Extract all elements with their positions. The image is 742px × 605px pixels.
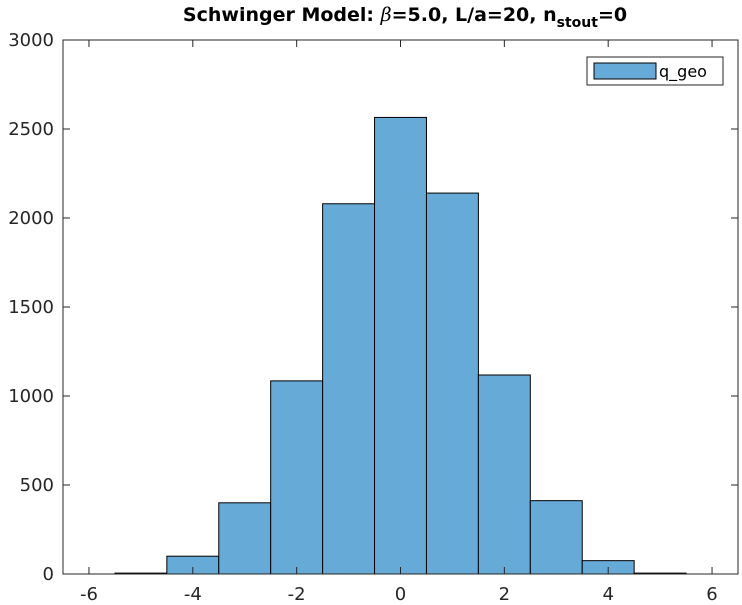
y-tick-label: 3000 [8, 30, 54, 51]
x-tick-label: 0 [395, 584, 406, 605]
histogram-bar [218, 502, 272, 575]
title-beta-symbol: β [380, 4, 392, 26]
legend: q_geo [586, 56, 724, 86]
y-tick-label: 1000 [8, 386, 54, 407]
x-tick-label: 6 [706, 584, 717, 605]
histogram-bar [529, 500, 583, 575]
title-beta-value: =5.0, L/a=20, n [392, 4, 557, 26]
histogram-bar [425, 192, 479, 575]
chart-title: Schwinger Model: β=5.0, L/a=20, nstout=0 [183, 4, 627, 31]
y-tick-label: 500 [20, 475, 54, 496]
y-tick-label: 0 [43, 564, 54, 585]
x-tick-label: -6 [80, 584, 98, 605]
y-tick-label: 2000 [8, 208, 54, 229]
x-tick-label: 2 [499, 584, 510, 605]
y-tick-label: 1500 [8, 297, 54, 318]
title-suffix: =0 [598, 4, 627, 26]
legend-swatch [593, 62, 657, 80]
x-tick-label: -4 [184, 584, 202, 605]
histogram-bar [322, 203, 376, 575]
histogram-bar [270, 380, 324, 575]
title-subscript: stout [557, 15, 599, 31]
legend-entry-label: q_geo [659, 62, 707, 82]
x-tick-label: -2 [288, 584, 306, 605]
title-prefix: Schwinger Model: [183, 4, 381, 26]
y-tick-label: 2500 [8, 119, 54, 140]
histogram-bar [374, 116, 427, 575]
x-tick-label: 4 [602, 584, 613, 605]
bars-group [114, 116, 687, 575]
histogram-bar [477, 374, 531, 575]
axes-group: -6 -4 -2 0 2 4 6 0 500 1000 1500 2000 2500 3000 [8, 30, 739, 605]
